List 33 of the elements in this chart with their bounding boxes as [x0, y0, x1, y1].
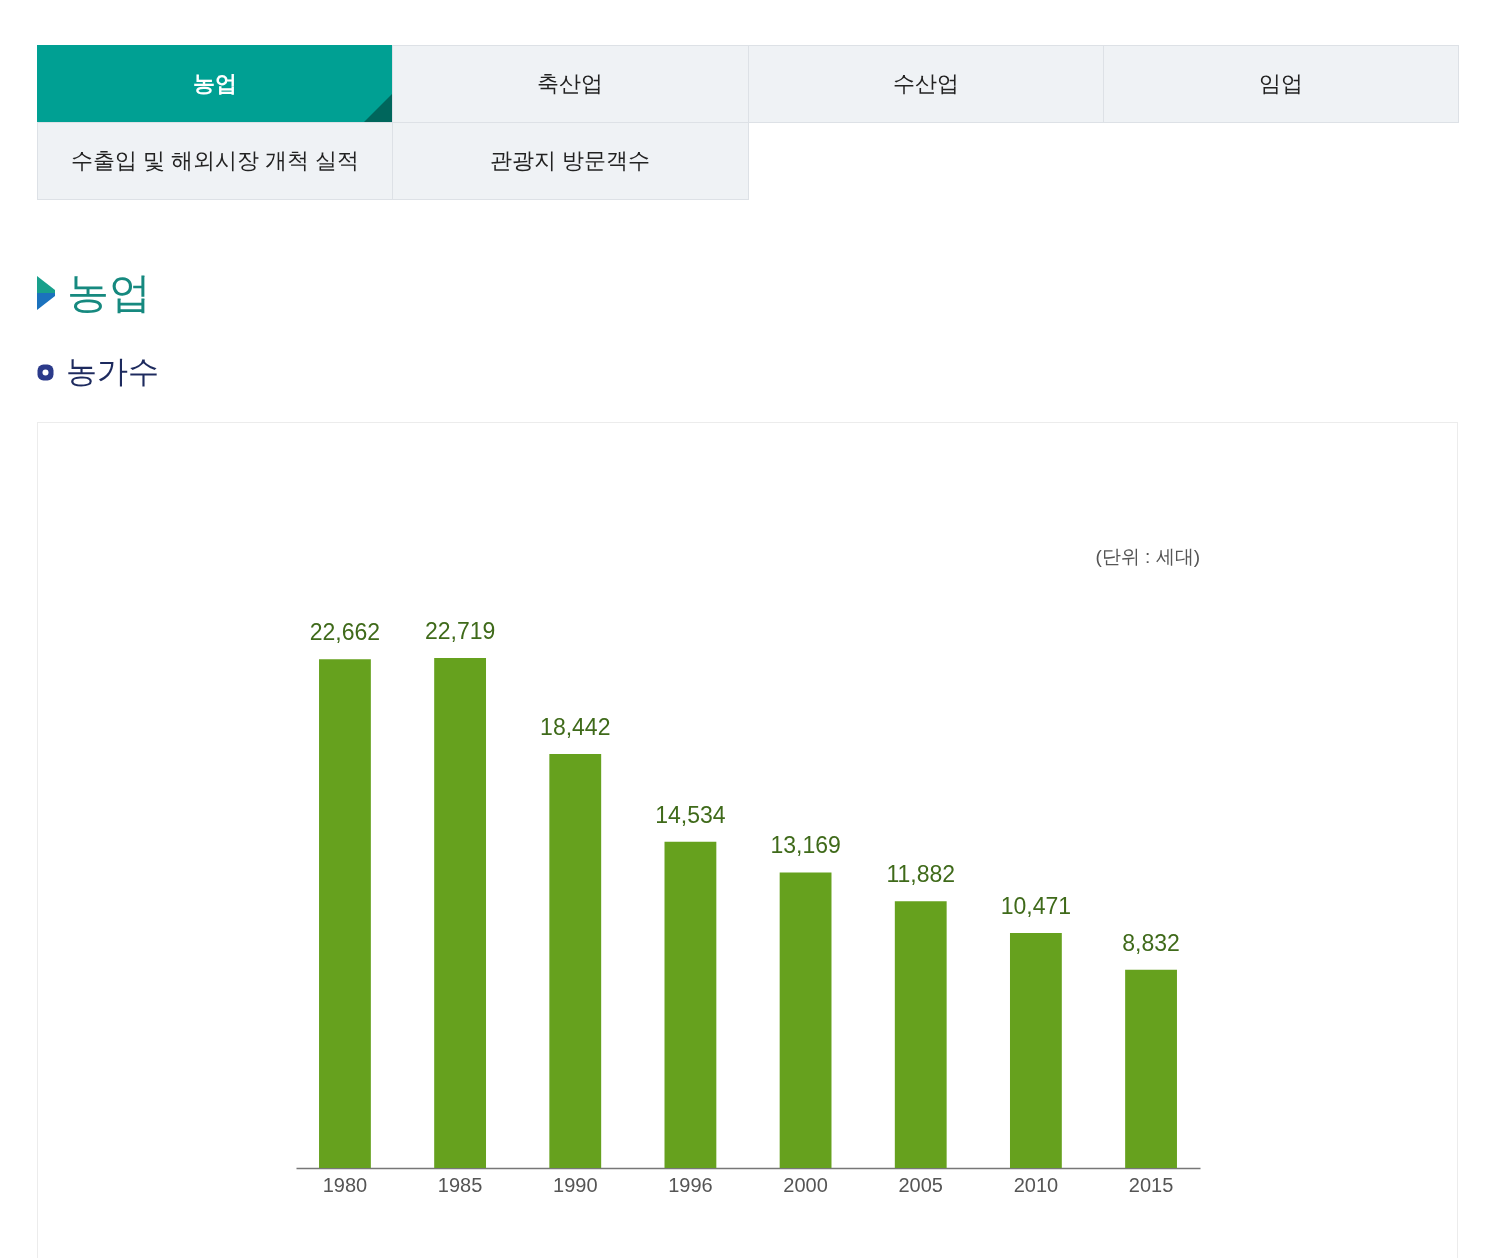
data-label: 22,719	[424, 618, 496, 644]
bar	[1009, 932, 1062, 1168]
data-label: 18,442	[540, 714, 611, 741]
text: (단위 : 세대)	[1095, 545, 1200, 569]
data-label: 11,882	[886, 861, 956, 888]
text: 수산업	[747, 45, 1104, 123]
x-tick-label: 1996	[668, 1173, 713, 1196]
data-label: 10,471	[1000, 892, 1072, 919]
x-tick-label: 2010	[1013, 1173, 1059, 1196]
x-tick-label: 2005	[898, 1173, 943, 1196]
text: 농업	[37, 45, 394, 123]
bar	[894, 901, 947, 1168]
bar	[1125, 969, 1177, 1168]
x-tick-label: 2000	[783, 1173, 828, 1196]
x-tick-label: 1980	[322, 1173, 368, 1196]
text: 관광지 방문객수	[392, 122, 749, 200]
data-label: 13,169	[770, 832, 841, 859]
bar	[549, 754, 602, 1168]
text: 수출입 및 해외시장 개척 실적	[37, 122, 394, 200]
bar	[779, 872, 832, 1168]
x-tick-label: 1990	[553, 1173, 598, 1196]
chart-title: 농업	[67, 268, 151, 318]
bar	[664, 841, 717, 1168]
x-tick-label: 2015	[1128, 1173, 1174, 1196]
bar	[434, 658, 487, 1168]
text: 축산업	[392, 45, 749, 123]
bar	[319, 659, 371, 1168]
x-tick-label: 1985	[437, 1173, 483, 1196]
text: 임업	[1102, 45, 1459, 123]
chart-subtitle: 농가수	[66, 353, 159, 391]
data-label: 22,662	[309, 619, 381, 646]
data-label: 14,534	[655, 801, 726, 828]
data-label: 8,832	[1122, 929, 1180, 956]
